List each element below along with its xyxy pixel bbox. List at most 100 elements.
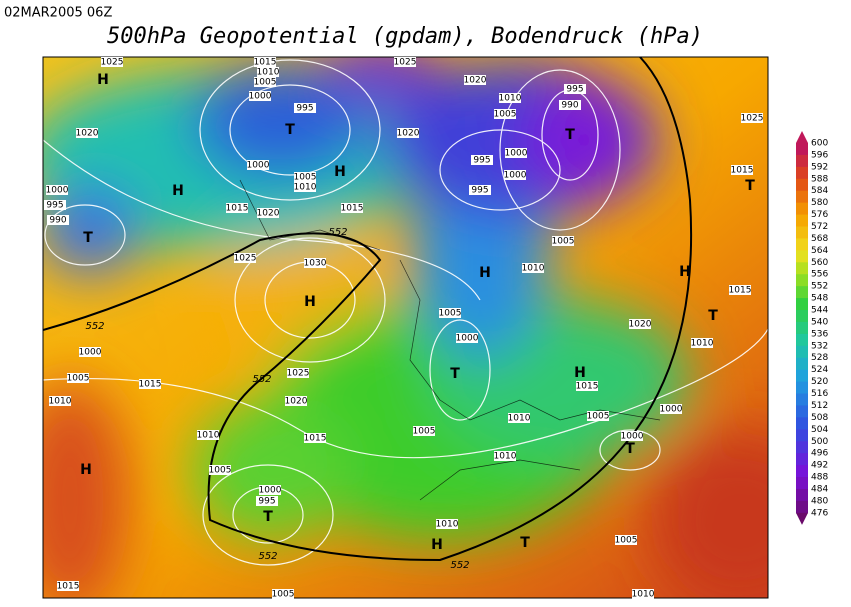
colorbar-tick-label: 496	[811, 449, 828, 459]
map-field	[43, 57, 768, 598]
isobar-label: 1015	[731, 166, 754, 176]
isobar-label: 1010	[499, 94, 522, 104]
pressure-center: H	[479, 265, 491, 281]
colorbar-tick-label: 540	[811, 317, 828, 327]
colorbar-tick-label: 536	[811, 329, 828, 339]
isobar-label-bg	[49, 396, 71, 406]
isobar-label: 1010	[294, 183, 317, 193]
contour-label: 552	[328, 227, 347, 238]
isobar-label-bg	[76, 128, 98, 138]
isobar-label-bg	[294, 103, 316, 113]
colorbar-swatch	[796, 465, 808, 478]
isobar-label: 1000	[259, 486, 282, 496]
colorbar-tick-label: 524	[811, 365, 828, 375]
isobar-label-bg	[508, 413, 530, 423]
isobar-label-bg	[629, 319, 651, 329]
colorbar-tick-label: 568	[811, 234, 828, 244]
colorbar-swatch	[796, 453, 808, 466]
isobar-label-bg	[341, 203, 363, 213]
isobar-label: 1010	[257, 68, 280, 78]
colorbar-tick-label: 596	[811, 150, 828, 160]
isobar-label-bg	[439, 308, 461, 318]
isobar-label: 1015	[341, 204, 364, 214]
isobar-label-bg	[564, 84, 586, 94]
isobar-label: 1005	[552, 237, 575, 247]
isobar-label: 1020	[257, 209, 280, 219]
isobar-label-bg	[247, 160, 269, 170]
colorbar-swatch	[796, 357, 808, 371]
isobar-label-bg	[197, 430, 219, 440]
isobar-label-bg	[79, 347, 101, 357]
colorbar-swatch	[796, 178, 808, 192]
isobar-label-bg	[615, 535, 637, 545]
isobar-label: 1005	[294, 173, 317, 183]
colorbar-tick-label: 552	[811, 282, 828, 292]
isobar-label-bg	[522, 263, 544, 273]
colorbar-tick-label: 560	[811, 258, 828, 268]
colorbar-swatch	[796, 166, 808, 180]
isobar-label-bg	[304, 258, 326, 268]
isobar-label-bg	[731, 165, 753, 175]
isobar-label-bg	[57, 581, 79, 591]
pressure-center: T	[285, 122, 295, 138]
isobar-label-bg	[294, 182, 316, 192]
isobar-label-bg	[559, 100, 581, 110]
isobar-label-bg	[254, 57, 276, 67]
colorbar-tick-label: 504	[811, 425, 828, 435]
isobar-label: 1000	[660, 405, 683, 415]
isobar-label-bg	[621, 431, 643, 441]
isobar-label: 995	[258, 497, 275, 507]
isobar-label: 1000	[79, 348, 102, 358]
pressure-center: H	[574, 365, 586, 381]
isobar-label-bg	[226, 203, 248, 213]
isobar-label: 1005	[494, 110, 517, 120]
colorbar-swatch	[796, 214, 808, 228]
isobar-label: 1005	[209, 466, 232, 476]
isobar-label-bg	[741, 113, 763, 123]
isobar-label: 1000	[46, 186, 69, 196]
pressure-center: H	[172, 183, 184, 199]
isobar-label-bg	[287, 368, 309, 378]
colorbar-swatch	[796, 286, 808, 299]
date-label: 02MAR2005 06Z	[4, 6, 112, 21]
colorbar-tick-label: 520	[811, 377, 828, 387]
isobar-label-bg	[234, 253, 256, 263]
colorbar-tick-label: 516	[811, 389, 828, 399]
isobar-label: 1000	[505, 149, 528, 159]
colorbar-tick-label: 528	[811, 353, 828, 363]
isobar-label: 1000	[456, 334, 479, 344]
colorbar-tick-label: 548	[811, 294, 828, 304]
colorbar-swatch	[796, 333, 808, 347]
isobar-label-bg	[632, 589, 654, 599]
isobar-label: 1015	[226, 204, 249, 214]
isobar-label: 995	[473, 156, 490, 166]
colorbar-tick-label: 532	[811, 341, 828, 351]
pressure-center: T	[83, 230, 93, 246]
isobar-label: 1005	[413, 427, 436, 437]
isobar-label-bg	[285, 396, 307, 406]
isobar-label: 1010	[508, 414, 531, 424]
colorbar-swatch	[796, 405, 808, 418]
colorbar-tick-label: 484	[811, 484, 828, 494]
colorbar-swatch	[796, 226, 808, 239]
colorbar-swatch	[796, 321, 808, 335]
contour-label: 552	[85, 321, 104, 332]
colorbar-tick-label: 588	[811, 174, 828, 184]
isobar-label: 990	[561, 101, 578, 111]
isobar-label-bg	[464, 75, 486, 85]
colorbar-swatch	[796, 238, 808, 251]
colorbar-tick-label: 572	[811, 222, 828, 232]
isobar-label: 1015	[304, 434, 327, 444]
colorbar-swatch	[796, 154, 808, 168]
colorbar-tick-label: 500	[811, 437, 828, 447]
colorbar-tick-label: 600	[811, 139, 828, 149]
pressure-center: T	[450, 366, 460, 382]
isobar-label: 1005	[587, 412, 610, 422]
isobar-label-bg	[256, 496, 278, 506]
isobar-label: 1010	[522, 264, 545, 274]
colorbar-swatch	[796, 298, 808, 311]
pressure-center: H	[304, 294, 316, 310]
isobar-label: 1010	[632, 590, 655, 600]
isobar-label-bg	[304, 433, 326, 443]
